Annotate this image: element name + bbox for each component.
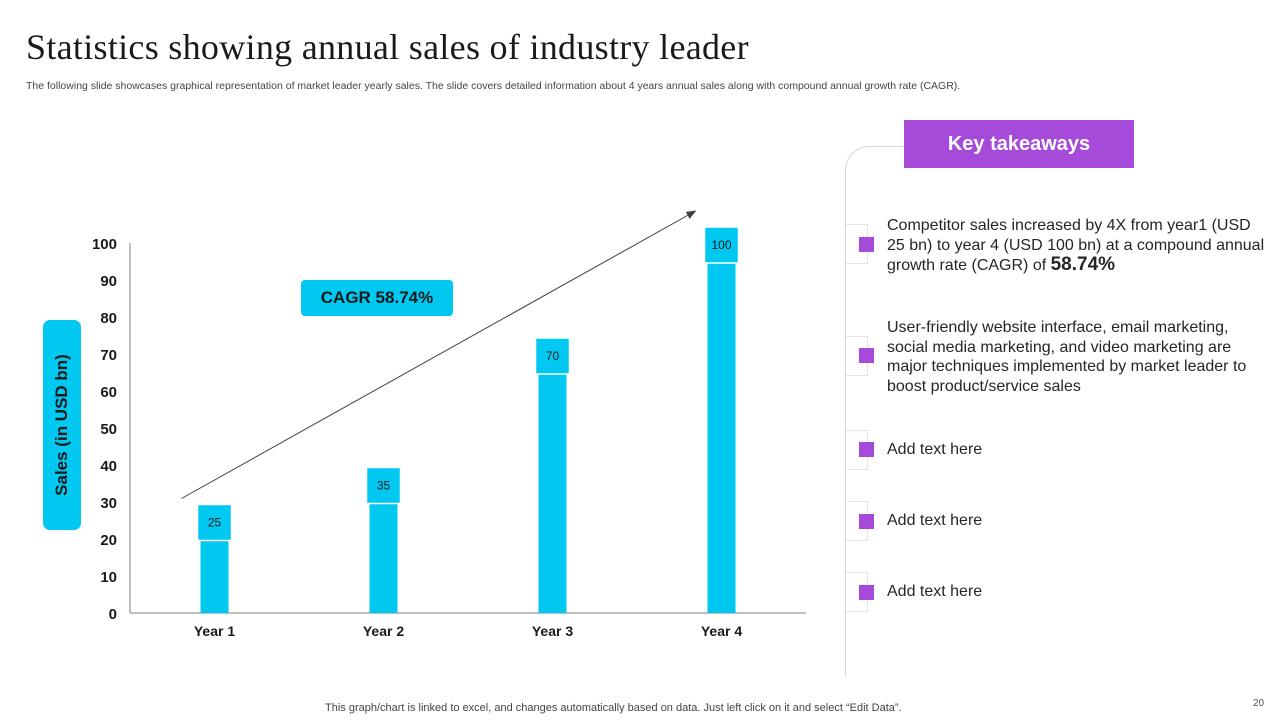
takeaway-bullet-icon [859,348,874,363]
takeaway-text-2: User-friendly website interface, email m… [887,319,1247,395]
takeaway-1-highlight: 58.74% [1050,254,1116,275]
y-tick-label: 30 [100,495,117,512]
y-axis-title-text: Sales (in USD bn) [52,354,71,496]
takeaway-text-1: Competitor sales increased by 4X from ye… [887,216,1267,276]
key-takeaways-title: Key takeaways [904,120,1134,168]
data-label-box [534,337,571,375]
y-tick-label: 0 [109,606,117,623]
takeaways-bracket [845,146,905,676]
x-tick-label: Year 4 [701,623,742,639]
cagr-callout: CAGR 58.74% [301,280,453,316]
takeaway-bullet-icon [859,514,874,529]
takeaway-bullet-icon [859,442,874,457]
y-tick-label: 80 [100,310,117,327]
data-label: 35 [377,479,391,493]
y-axis-title: Sales (in USD bn) [43,320,81,530]
slide-subtitle: The following slide showcases graphical … [26,80,961,92]
x-tick-label: Year 3 [532,623,573,639]
takeaway-text-5: Add text here [887,583,983,600]
takeaway-text-4: Add text here [887,512,983,529]
data-label: 25 [208,516,222,530]
y-tick-label: 70 [100,347,117,364]
y-tick-label: 20 [100,532,117,549]
page-number: 20 [1253,698,1265,709]
y-tick-label: 40 [100,458,117,475]
takeaway-text-3: Add text here [887,441,983,458]
takeaway-1-body: Competitor sales increased by 4X from ye… [887,217,1265,274]
sales-bar-chart: 0 10 20 30 40 50 60 70 80 90 100 Year 1 Year 2 Year 3… [92,210,806,639]
data-label-box [196,503,233,542]
y-tick-label: 50 [100,421,117,438]
takeaway-bullet-icon [859,585,874,600]
bar [538,354,567,613]
data-label-box [703,226,740,264]
x-tick-label: Year 1 [194,623,235,639]
y-tick-label: 10 [100,569,117,586]
y-tick-label: 60 [100,384,117,401]
data-label: 70 [546,349,560,363]
bar [707,243,736,613]
y-tick-label: 90 [100,273,117,290]
trend-arrow [181,210,697,499]
bar [369,483,398,613]
footer-note: This graph/chart is linked to excel, and… [325,702,902,714]
data-label-box [365,466,402,505]
x-tick-label: Year 2 [363,623,404,639]
takeaway-bullet-icon [859,237,874,252]
slide-title: Statistics showing annual sales of indus… [26,27,749,67]
data-label: 100 [711,238,731,252]
y-tick-label: 100 [92,236,117,253]
